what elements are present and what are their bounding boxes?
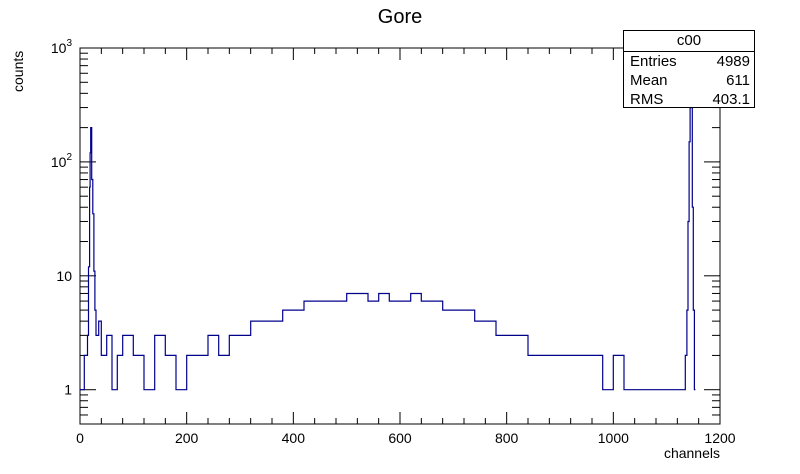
stats-row-rms: RMS 403.1 [624,90,754,109]
y-tick-label: 10 [56,268,72,284]
stats-mean-value: 611 [726,72,750,89]
stats-row-mean: Mean 611 [624,71,754,90]
stats-rms-label: RMS [630,91,664,108]
x-tick-label: 600 [388,430,412,446]
x-tick-label: 1200 [704,430,735,446]
y-tick-label: 102 [51,152,73,170]
stats-entries-value: 4989 [716,53,750,70]
stats-rms-value: 403.1 [712,91,750,108]
y-tick-label: 103 [51,38,73,56]
stats-title: c00 [624,31,754,52]
x-axis-label: channels [663,445,720,461]
x-tick-label: 400 [282,430,306,446]
x-tick-label: 0 [76,430,84,446]
chart-title: Gore [377,6,423,28]
x-tick-label: 200 [175,430,199,446]
stats-box: c00 Entries 4989 Mean 611 RMS 403.1 [623,30,755,108]
y-tick-label: 1 [64,382,72,398]
stats-row-entries: Entries 4989 [624,52,754,71]
stats-mean-label: Mean [630,72,668,89]
x-tick-label: 800 [495,430,519,446]
histogram-line [80,65,696,391]
stats-entries-label: Entries [630,53,677,70]
x-tick-label: 1000 [598,430,629,446]
